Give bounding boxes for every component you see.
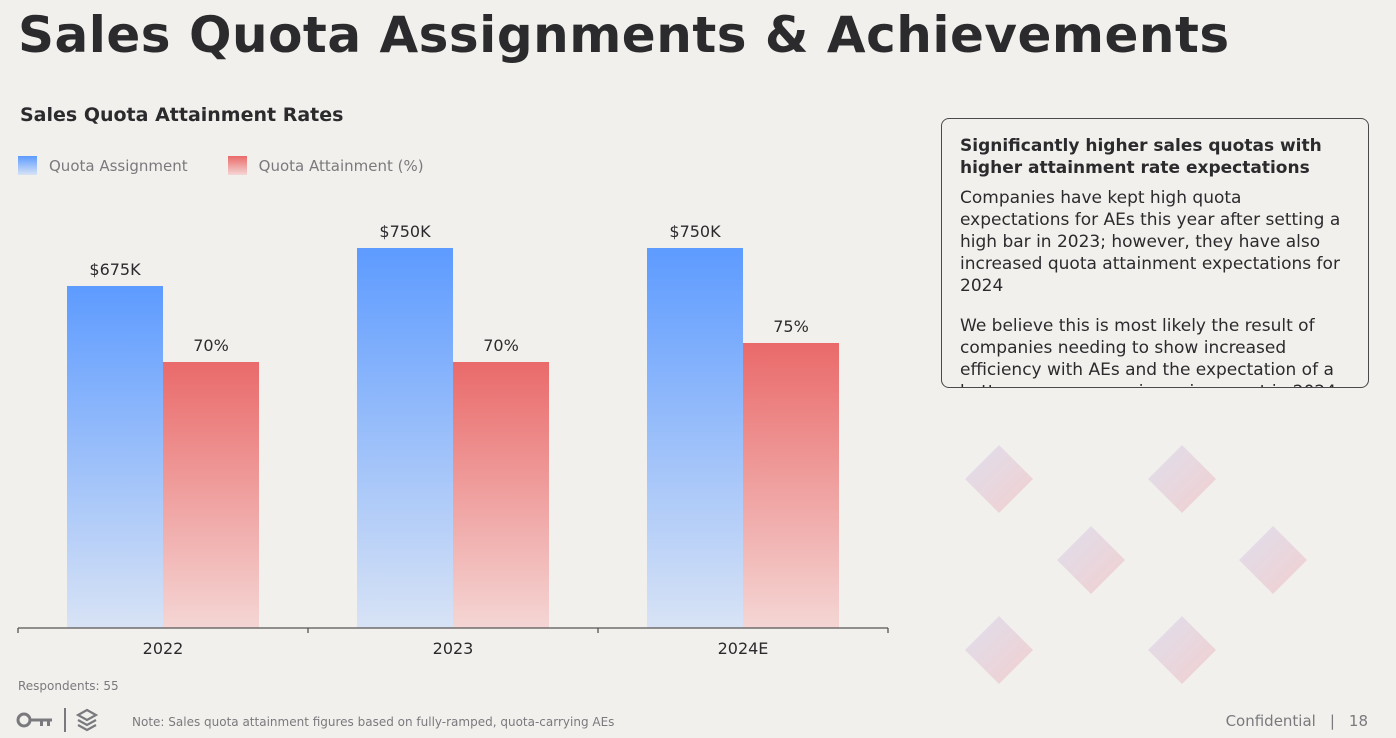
bar-quota-attainment-2024E xyxy=(743,343,839,628)
x-tick-label: 2023 xyxy=(433,639,474,658)
legend-swatch-quota-attainment xyxy=(227,156,247,175)
bar-quota-assignment-2024E xyxy=(647,248,743,628)
footer-separator: | xyxy=(1329,712,1335,730)
data-label: $750K xyxy=(669,222,721,241)
data-label: $750K xyxy=(379,222,431,241)
respondents-note: Respondents: 55 xyxy=(18,679,119,693)
footer-logos xyxy=(16,708,98,732)
confidential-label: Confidential xyxy=(1225,712,1316,730)
data-label: 70% xyxy=(483,336,519,355)
data-label: 70% xyxy=(193,336,229,355)
data-label: 75% xyxy=(773,317,809,336)
legend-item-quota-attainment: Quota Attainment (%) xyxy=(227,156,424,175)
x-tick-label: 2024E xyxy=(718,639,769,658)
bar-quota-attainment-2022 xyxy=(163,362,259,628)
insight-paragraph-2: We believe this is most likely the resul… xyxy=(960,316,1336,387)
diamond-shape xyxy=(965,616,1033,684)
bar-chart: $675K 70% $750K 70% $750K 75% 2022 2023 2024E xyxy=(17,222,889,658)
diamond-shape xyxy=(1148,445,1216,513)
diamond-shape xyxy=(1057,526,1125,594)
x-tick-label: 2022 xyxy=(143,639,184,658)
bar-quota-assignment-2023 xyxy=(357,248,453,628)
diamond-shape xyxy=(1148,616,1216,684)
legend-item-quota-assignment: Quota Assignment xyxy=(18,156,188,175)
legend-label-quota-attainment: Quota Attainment (%) xyxy=(258,156,424,175)
chart-legend: Quota Assignment Quota Attainment (%) xyxy=(18,156,424,175)
key-icon xyxy=(16,712,52,728)
insight-heading: Significantly higher sales quotas with h… xyxy=(960,136,1322,178)
page-title: Sales Quota Assignments & Achievements xyxy=(18,6,1230,64)
diamond-shape xyxy=(1239,526,1307,594)
legend-label-quota-assignment: Quota Assignment xyxy=(49,156,188,175)
brand-logo-icon xyxy=(75,708,98,732)
bar-quota-assignment-2022 xyxy=(67,286,163,628)
data-label: $675K xyxy=(89,260,141,279)
logo-separator xyxy=(64,708,66,732)
footer-note: Note: Sales quota attainment figures bas… xyxy=(132,715,615,729)
insight-box: Significantly higher sales quotas with h… xyxy=(941,118,1369,388)
chart-title: Sales Quota Attainment Rates xyxy=(20,104,344,126)
diamond-shape xyxy=(965,445,1033,513)
legend-swatch-quota-assignment xyxy=(18,156,37,175)
footer-right: Confidential | 18 xyxy=(1226,712,1368,730)
page-number: 18 xyxy=(1348,712,1368,730)
bar-quota-attainment-2023 xyxy=(453,362,549,628)
insight-paragraph-1: Companies have kept high quota expectati… xyxy=(960,188,1341,296)
